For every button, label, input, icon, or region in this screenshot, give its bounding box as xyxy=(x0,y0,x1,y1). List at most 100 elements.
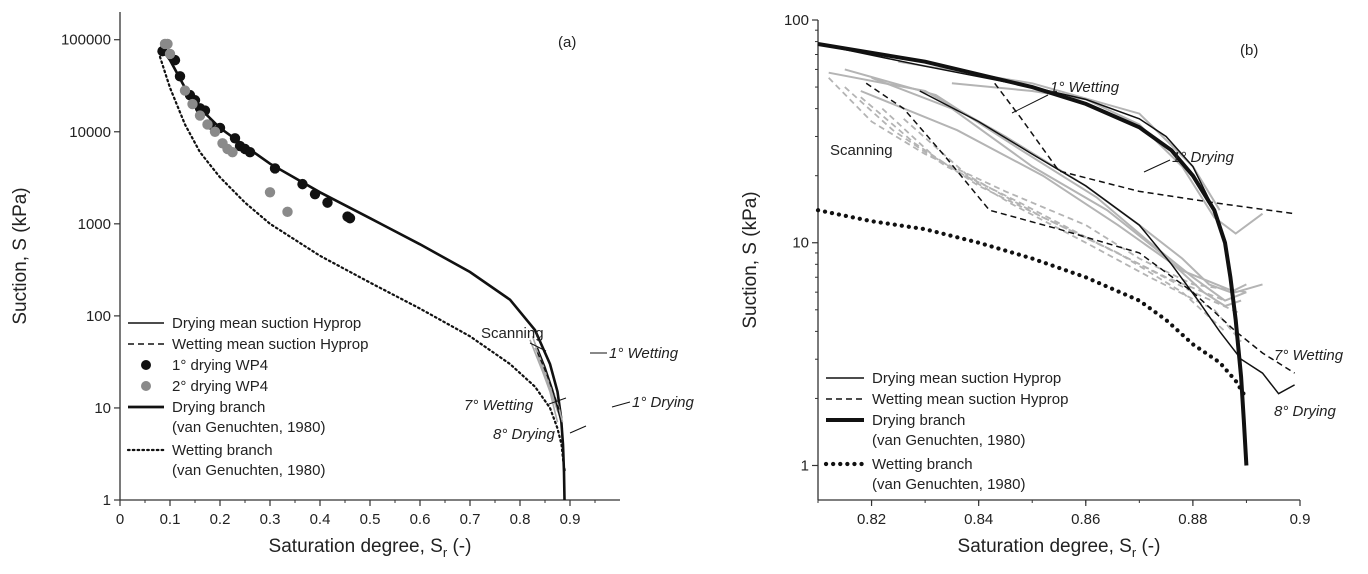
wp4-drying1-point xyxy=(309,188,321,200)
x-tick-label: 0.88 xyxy=(1178,511,1207,528)
panel-b: 0.82 0.84 0.86 0.88 0.9 1 10 100 Saturation degr… xyxy=(740,12,1344,560)
wetting-branch-curve xyxy=(158,55,567,474)
legend-label: Drying branch xyxy=(172,399,265,416)
wp4-drying1-point xyxy=(269,163,281,174)
wp4-drying2-point xyxy=(282,206,293,218)
legend-label-2: (van Genuchten, 1980) xyxy=(872,432,1025,449)
annotation-7-wetting: 7° Wetting xyxy=(1274,347,1344,364)
annotation-arrow xyxy=(529,342,547,352)
legend-label: Wetting mean suction Hyprop xyxy=(872,391,1069,408)
legend-label: 1° drying WP4 xyxy=(172,357,268,374)
y-tick-label: 1000 xyxy=(78,216,111,233)
x-tick-label: 0.8 xyxy=(510,511,531,528)
drying-branch-curve xyxy=(817,42,1249,466)
scanning-loop-dashed xyxy=(844,86,1226,302)
scanning-loop-line xyxy=(536,354,559,413)
hyprop-wetting-line xyxy=(994,82,1295,215)
annotation-arrow xyxy=(1143,159,1171,173)
annotation-7-wetting: 7° Wetting xyxy=(464,397,534,414)
y-axis-label: Suction, S (kPa) xyxy=(10,187,31,324)
y-tick-label: 10 xyxy=(792,235,809,252)
wp4-drying1-point xyxy=(174,71,186,82)
scanning-loop-line xyxy=(529,339,559,423)
x-tick-label: 0.3 xyxy=(260,511,281,528)
legend-label: 2° drying WP4 xyxy=(172,378,268,395)
wp4-drying2-point xyxy=(264,187,276,198)
wp4-drying2-point xyxy=(187,98,198,110)
y-axis-label: Suction, S (kPa) xyxy=(740,191,761,328)
y-tick-label: 100000 xyxy=(61,32,111,49)
x-tick-label: 0.6 xyxy=(410,511,431,528)
annotation-1-drying: 1° Drying xyxy=(1172,149,1235,166)
annotation-1-wetting: 1° Wetting xyxy=(1050,79,1120,96)
y-tick-label: 10 xyxy=(94,400,111,417)
legend-label: Drying branch xyxy=(872,412,965,429)
y-tick-label: 1 xyxy=(103,492,111,509)
hyprop-drying-line xyxy=(536,347,564,429)
scanning-loop-line xyxy=(828,71,1247,294)
annotation-arrow xyxy=(611,401,631,408)
legend-label: Drying mean suction Hyprop xyxy=(172,315,361,332)
legend-label-2: (van Genuchten, 1980) xyxy=(172,419,325,436)
annotation-arrow xyxy=(548,397,567,405)
x-tick-label: 0.9 xyxy=(1290,511,1311,528)
legend-swatch-dot-black xyxy=(141,360,151,370)
x-axis-label: Saturation degree, Sr (-) xyxy=(269,536,472,560)
scanning-loop-line xyxy=(871,76,1242,308)
annotation-1-wetting: 1° Wetting xyxy=(609,345,679,362)
x-tick-label: 0.9 xyxy=(560,511,581,528)
x-tick-label: 0.84 xyxy=(964,511,993,528)
x-axis-label: Saturation degree, Sr (-) xyxy=(958,536,1161,560)
y-tick-label: 100 xyxy=(86,308,111,325)
x-tick-label: 0.2 xyxy=(210,511,231,528)
panel-label: (a) xyxy=(558,34,576,51)
legend-label: Wetting branch xyxy=(872,456,973,473)
y-tick-label: 1 xyxy=(801,457,809,474)
x-tick-label: 0.5 xyxy=(360,511,381,528)
wp4-drying1-point xyxy=(229,133,241,144)
scanning-loop-dashed xyxy=(860,96,1242,315)
y-tick-label: 100 xyxy=(784,12,809,29)
legend-label: Drying mean suction Hyprop xyxy=(872,370,1061,387)
wp4-drying1-point xyxy=(244,146,256,158)
scanning-loop-line xyxy=(860,90,1263,294)
annotation-arrow xyxy=(569,425,587,434)
legend-label: Wetting branch xyxy=(172,442,273,459)
legend-swatch-dot-gray xyxy=(141,381,151,391)
legend-label-2: (van Genuchten, 1980) xyxy=(172,462,325,479)
annotation-1-drying: 1° Drying xyxy=(632,394,695,411)
legend-label-2: (van Genuchten, 1980) xyxy=(872,476,1025,493)
hyprop-wetting-line xyxy=(536,352,561,413)
x-tick-label: 0.4 xyxy=(310,511,331,528)
wp4-drying2-point xyxy=(179,85,191,96)
scanning-loop-dashed xyxy=(881,107,1242,343)
x-tick-label: 0.86 xyxy=(1071,511,1100,528)
panel-a: 0 0.1 0.2 0.3 0.4 0.5 0.6 0.7 0.8 0.9 1 10 100 1000 10… xyxy=(10,12,695,560)
wp4-drying2-point xyxy=(202,119,213,130)
x-tick-label: 0 xyxy=(116,511,124,528)
panel-label: (b) xyxy=(1240,42,1258,59)
wp4-drying1-point xyxy=(322,197,333,208)
x-tick-label: 0.1 xyxy=(160,511,181,528)
scanning-loop-line xyxy=(844,68,1247,302)
annotation-scanning: Scanning xyxy=(481,325,544,342)
hyprop-wetting-line xyxy=(865,82,1295,374)
x-tick-label: 0.7 xyxy=(460,511,481,528)
legend-label: Wetting mean suction Hyprop xyxy=(172,336,369,353)
wp4-drying1-point xyxy=(297,178,308,190)
wp4-drying2-point xyxy=(209,126,221,137)
wp4-drying2-point xyxy=(227,146,238,158)
wetting-branch-curve xyxy=(815,208,1249,401)
x-tick-label: 0.82 xyxy=(857,511,886,528)
annotation-8-drying: 8° Drying xyxy=(493,426,556,443)
y-tick-label: 10000 xyxy=(69,124,111,141)
annotation-8-drying: 8° Drying xyxy=(1274,403,1337,420)
wp4-drying2-point xyxy=(164,48,176,60)
hyprop-drying-line xyxy=(919,90,1295,395)
scanning-loop-line xyxy=(951,82,1264,235)
wp4-drying1-point xyxy=(344,213,356,224)
wp4-drying2-point xyxy=(162,38,173,50)
annotation-arrow xyxy=(1011,94,1049,114)
wp4-drying2-point xyxy=(194,110,206,121)
